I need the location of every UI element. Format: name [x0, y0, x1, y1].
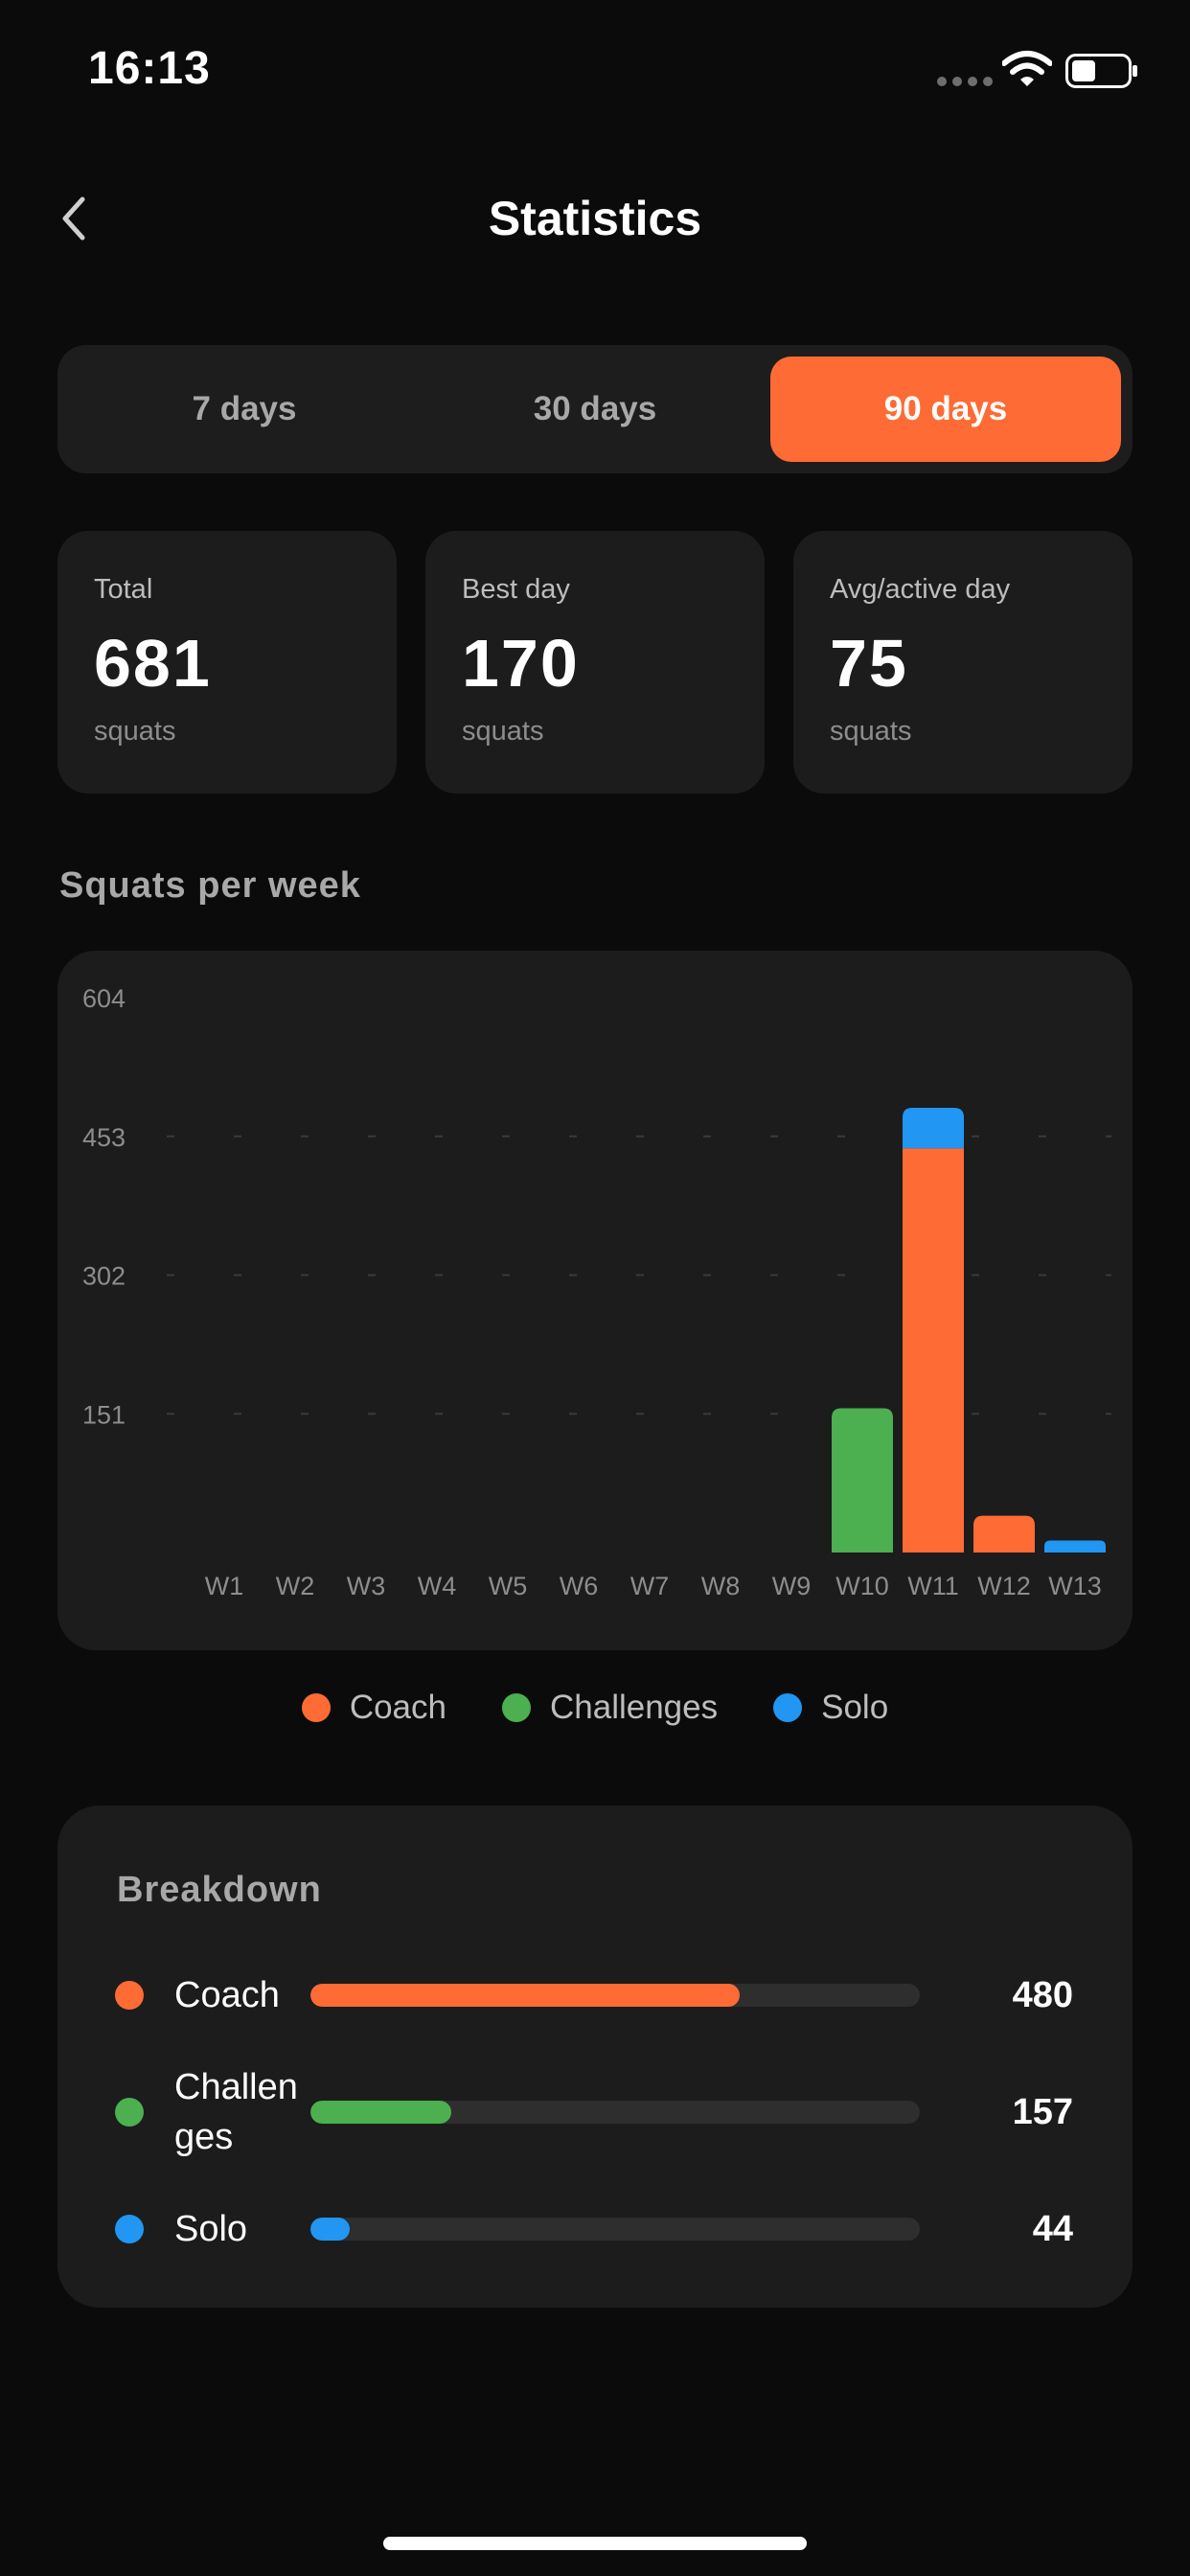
- legend-item-solo: Solo: [773, 1689, 888, 1727]
- legend-dot: [301, 1693, 331, 1722]
- bar-segment-w11: [903, 1148, 964, 1552]
- tab-label: 30 days: [533, 390, 657, 427]
- battery-icon: [1065, 54, 1137, 88]
- stat-card-total: Total 681 squats: [57, 531, 397, 794]
- breakdown-value: 157: [1012, 2092, 1073, 2132]
- bar-segment-w12: [973, 1515, 1035, 1552]
- legend-label: Coach: [349, 1689, 446, 1726]
- y-tick-label: 302: [82, 1262, 126, 1291]
- back-button[interactable]: [46, 188, 100, 249]
- breakdown-bar-fill: [310, 2218, 351, 2241]
- x-tick-label: W2: [276, 1572, 315, 1600]
- status-bar: 16:13: [0, 0, 1190, 134]
- legend-dot: [501, 1693, 531, 1722]
- tab-label: 7 days: [192, 390, 297, 427]
- breakdown-card: Breakdown Coach 480 Challenges 157 Solo 44: [57, 1806, 1133, 2308]
- tab-7-days[interactable]: 7 days: [69, 356, 420, 462]
- breakdown-value: 44: [1032, 2209, 1073, 2249]
- y-tick-label: 453: [82, 1123, 126, 1152]
- x-tick-label: W4: [418, 1572, 457, 1600]
- stat-unit: squats: [830, 716, 912, 747]
- x-tick-label: W6: [560, 1572, 599, 1600]
- chevron-left-icon: [62, 196, 85, 241]
- x-tick-label: W13: [1048, 1572, 1102, 1600]
- range-selector: 7 days 30 days 90 days: [57, 345, 1133, 473]
- x-tick-label: W12: [977, 1572, 1031, 1600]
- x-tick-label: W9: [772, 1572, 812, 1600]
- stat-unit: squats: [462, 716, 544, 747]
- legend-dot: [773, 1693, 803, 1722]
- x-tick-label: W7: [630, 1572, 670, 1600]
- legend-label: Solo: [821, 1689, 889, 1726]
- stat-label: Total: [94, 574, 153, 605]
- breakdown-bar-track: [310, 2101, 920, 2124]
- breakdown-dot: [115, 1981, 144, 2010]
- breakdown-bar-fill: [310, 1984, 741, 2007]
- tab-30-days[interactable]: 30 days: [420, 356, 770, 462]
- breakdown-dot: [115, 2215, 144, 2243]
- bar-segment-w10: [832, 1408, 893, 1552]
- x-tick-label: W11: [907, 1572, 959, 1600]
- y-tick-label: 604: [82, 984, 126, 1013]
- stat-card-best-day: Best day 170 squats: [425, 531, 765, 794]
- wifi-icon: [1002, 51, 1052, 86]
- legend-item-coach: Coach: [301, 1689, 446, 1727]
- breakdown-label: Solo: [174, 2209, 248, 2249]
- breakdown-title: Breakdown: [117, 1870, 322, 1910]
- weekly-bar-chart: 151 302 453 604 W1 W2 W3 W4 W5 W6 W7 W8 W9 W10 W11 W12 W…: [82, 984, 1111, 1600]
- bar-segment-w11: [903, 1108, 964, 1149]
- weekly-chart-card: 151 302 453 604 W1 W2 W3 W4 W5 W6 W7 W8 W9 W10 W11 W12 W…: [57, 951, 1133, 1650]
- stat-value: 170: [462, 626, 580, 701]
- x-tick-label: W5: [489, 1572, 528, 1600]
- bar-segment-w13: [1044, 1540, 1106, 1552]
- page-title: Statistics: [488, 192, 702, 245]
- stat-label: Best day: [462, 574, 570, 605]
- stat-value: 75: [830, 626, 908, 701]
- signal-dots-icon: [937, 77, 995, 88]
- x-tick-label: W8: [701, 1572, 741, 1600]
- tab-label: 90 days: [883, 390, 1008, 427]
- x-tick-label: W3: [347, 1572, 386, 1600]
- home-indicator: [383, 2537, 807, 2550]
- chart-section-title: Squats per week: [59, 865, 361, 906]
- stat-value: 681: [94, 626, 212, 701]
- breakdown-bar-track: [310, 1984, 920, 2007]
- x-tick-label: W10: [835, 1572, 889, 1600]
- breakdown-value: 480: [1012, 1975, 1073, 2015]
- breakdown-bar-fill: [310, 2101, 451, 2124]
- status-time: 16:13: [88, 43, 211, 94]
- y-tick-label: 151: [82, 1400, 126, 1429]
- stat-card-avg-active-day: Avg/active day 75 squats: [793, 531, 1133, 794]
- stat-label: Avg/active day: [830, 574, 1011, 605]
- tab-90-days[interactable]: 90 days: [770, 356, 1121, 462]
- breakdown-label: Challenges: [174, 2067, 298, 2157]
- breakdown-label: Coach: [174, 1975, 280, 2015]
- legend-item-challenges: Challenges: [501, 1689, 719, 1727]
- breakdown-bar-track: [310, 2218, 920, 2241]
- chart-legend: Coach Challenges Solo: [0, 1689, 1190, 1727]
- x-tick-label: W1: [205, 1572, 244, 1600]
- legend-label: Challenges: [549, 1689, 719, 1726]
- breakdown-dot: [115, 2098, 144, 2127]
- stat-unit: squats: [94, 716, 176, 747]
